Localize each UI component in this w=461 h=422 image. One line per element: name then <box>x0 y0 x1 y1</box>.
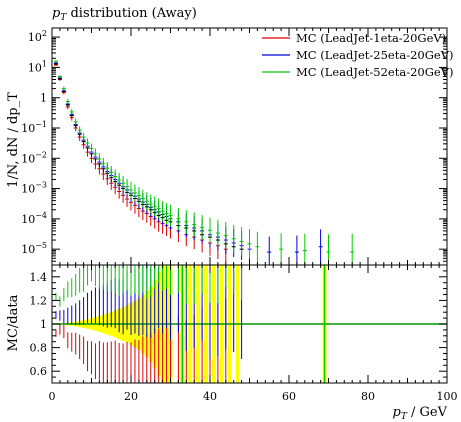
series-point-1-42 <box>318 229 323 265</box>
main-y-tick-label-5: 1 <box>40 92 47 105</box>
series-point-2-34 <box>208 217 212 244</box>
legend-label-1: MC (LeadJet-25eta-20GeV) <box>296 48 454 62</box>
series-point-2-12 <box>101 157 106 170</box>
legend-item-2: MC (LeadJet-52eta-20GeV) <box>262 65 454 79</box>
series-point-1-40 <box>267 236 272 265</box>
series-point-2-42 <box>302 233 307 265</box>
x-axis-ticks: 0 20 40 60 80 100 <box>49 28 458 403</box>
ratio-y-tick-label-4: 1.4 <box>30 271 48 284</box>
ratio-y-tick-label-3: 1.2 <box>30 294 48 307</box>
series-point-2-4 <box>69 108 74 115</box>
series-point-2-14 <box>109 165 114 180</box>
series-point-2-38 <box>239 227 244 256</box>
series-point-2-9 <box>89 143 94 154</box>
legend-label-0: MC (LeadJet-1eta-20GeV) <box>296 31 446 45</box>
series-point-2-27 <box>160 200 165 222</box>
series-point-2-8 <box>85 138 90 148</box>
series-point-2-11 <box>97 153 102 165</box>
data-points <box>53 63 244 250</box>
main-y-tick-label-4: 10−1 <box>21 120 47 135</box>
series-point-1-41 <box>294 235 299 265</box>
series-point-2-33 <box>200 215 205 240</box>
series-point-2-10 <box>93 148 98 160</box>
series-point-2-5 <box>73 118 78 126</box>
legend: MC (LeadJet-1eta-20GeV) MC (LeadJet-25eta… <box>262 31 454 79</box>
series-point-2-36 <box>223 222 228 250</box>
series-point-2-41 <box>279 233 284 265</box>
x-tick-label-3: 60 <box>282 390 296 403</box>
series-point-2-40 <box>255 231 260 262</box>
x-tick-label-2: 40 <box>203 390 217 403</box>
legend-item-1: MC (LeadJet-25eta-20GeV) <box>262 48 454 62</box>
x-tick-label-0: 0 <box>49 390 56 403</box>
main-y-axis-ticks: 10−5 10−4 10−3 10−2 10−1 1 101 102 <box>21 27 447 266</box>
ratio-y-tick-label-1: 0.8 <box>30 342 48 355</box>
main-y-tick-label-2: 10−3 <box>21 181 47 196</box>
series-point-2-1 <box>57 74 62 79</box>
ratio-y-tick-label-2: 1 <box>40 318 47 331</box>
ratio-y-axis-ticks: 0.6 0.8 1 1.2 1.4 <box>30 264 447 384</box>
main-y-axis-label: 1/N, dN / dp_T <box>6 92 21 188</box>
series-point-2-0 <box>53 60 58 63</box>
main-y-tick-label-0: 10−5 <box>21 241 47 256</box>
main-y-tick-label-7: 102 <box>28 29 47 44</box>
main-panel: 10−5 10−4 10−3 10−2 10−1 1 101 102 <box>21 27 448 266</box>
ratio-series-2 <box>55 265 243 307</box>
series-point-2-24 <box>148 194 153 214</box>
ratio-panel: 0 20 40 60 80 100 0.6 0.8 1 1.2 1.4 <box>30 28 458 403</box>
series-point-2-13 <box>105 161 110 175</box>
x-tick-label-4: 80 <box>361 390 375 403</box>
ratio-y-axis-label: MC/data <box>6 294 21 351</box>
legend-item-0: MC (LeadJet-1eta-20GeV) <box>262 31 446 45</box>
series-point-2-6 <box>77 126 82 134</box>
series-point-2-31 <box>184 210 189 234</box>
series-point-2-7 <box>81 132 86 142</box>
series-point-2-23 <box>144 192 149 211</box>
series-point-2-28 <box>164 203 169 224</box>
series-point-2-3 <box>65 98 70 104</box>
series-point-2-29 <box>168 204 173 227</box>
series-point-2-30 <box>176 207 181 230</box>
chart-title: pT distribution (Away) <box>52 6 197 23</box>
series-point-2-35 <box>215 219 220 247</box>
x-tick-label-1: 20 <box>124 390 138 403</box>
legend-label-2: MC (LeadJet-52eta-20GeV) <box>296 65 454 79</box>
series-point-2-43 <box>326 234 331 265</box>
x-tick-label-5: 100 <box>437 390 458 403</box>
main-y-tick-label-1: 10−4 <box>21 211 47 226</box>
main-y-tick-label-6: 101 <box>28 59 47 74</box>
series-point-2-2 <box>61 86 66 91</box>
ratio-y-tick-label-0: 0.6 <box>30 365 48 378</box>
x-axis-label: pT / GeV <box>393 405 448 422</box>
series-point-2-32 <box>192 212 197 237</box>
series-point-2-39 <box>247 229 252 259</box>
series-point-2-44 <box>350 233 355 265</box>
series-point-2-37 <box>231 224 236 253</box>
series-2 <box>53 60 355 265</box>
main-y-tick-label-3: 10−2 <box>21 150 47 165</box>
